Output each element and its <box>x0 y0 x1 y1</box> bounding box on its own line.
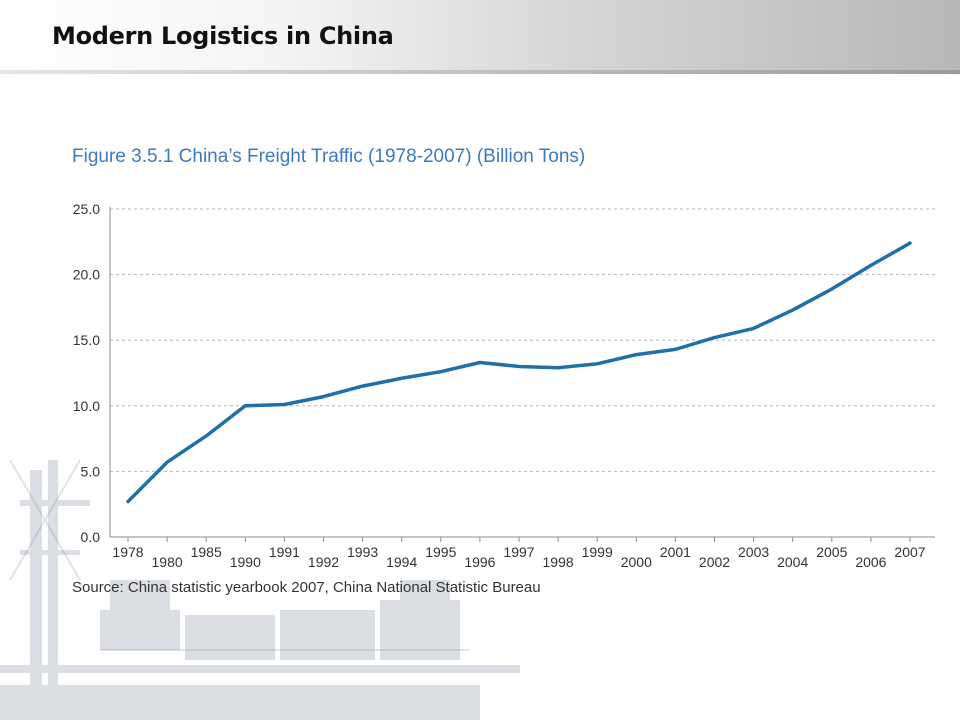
series-line <box>126 241 912 504</box>
chart-source-note: Source: China statistic yearbook 2007, C… <box>72 579 541 596</box>
x-tick-label: 1978 <box>112 544 143 560</box>
x-tick-label: 2004 <box>777 554 808 570</box>
x-tick-label: 1999 <box>582 544 613 560</box>
slide-title: Modern Logistics in China <box>52 22 394 50</box>
background-illustration <box>0 460 520 720</box>
x-tick-label: 2000 <box>621 554 652 570</box>
x-tick-label: 1994 <box>386 554 417 570</box>
x-tick-label: 1990 <box>230 554 261 570</box>
x-tick-label: 2003 <box>738 544 769 560</box>
x-tick-label: 1993 <box>347 544 378 560</box>
chart-title: Figure 3.5.1 China’s Freight Traffic (19… <box>72 146 586 167</box>
x-tick-label: 2005 <box>816 544 847 560</box>
y-tick-label: 5.0 <box>81 463 101 479</box>
y-tick-label: 10.0 <box>73 398 100 414</box>
x-tick-label: 2007 <box>894 544 925 560</box>
x-tick-label: 2002 <box>699 554 730 570</box>
y-tick-label: 20.0 <box>73 267 100 283</box>
x-tick-label: 2006 <box>855 554 886 570</box>
y-tick-label: 25.0 <box>73 201 100 217</box>
x-tick-label: 1985 <box>191 544 222 560</box>
x-tick-label: 1995 <box>425 544 456 560</box>
y-tick-label: 0.0 <box>81 529 101 545</box>
slide-header: Modern Logistics in China <box>0 0 960 74</box>
x-tick-label: 2001 <box>660 544 691 560</box>
x-tick-label: 1996 <box>464 554 495 570</box>
y-tick-label: 15.0 <box>73 332 100 348</box>
x-tick-label: 1997 <box>503 544 534 560</box>
x-tick-label: 1998 <box>543 554 574 570</box>
x-tick-label: 1980 <box>152 554 183 570</box>
x-tick-label: 1992 <box>308 554 339 570</box>
x-tick-label: 1991 <box>269 544 300 560</box>
